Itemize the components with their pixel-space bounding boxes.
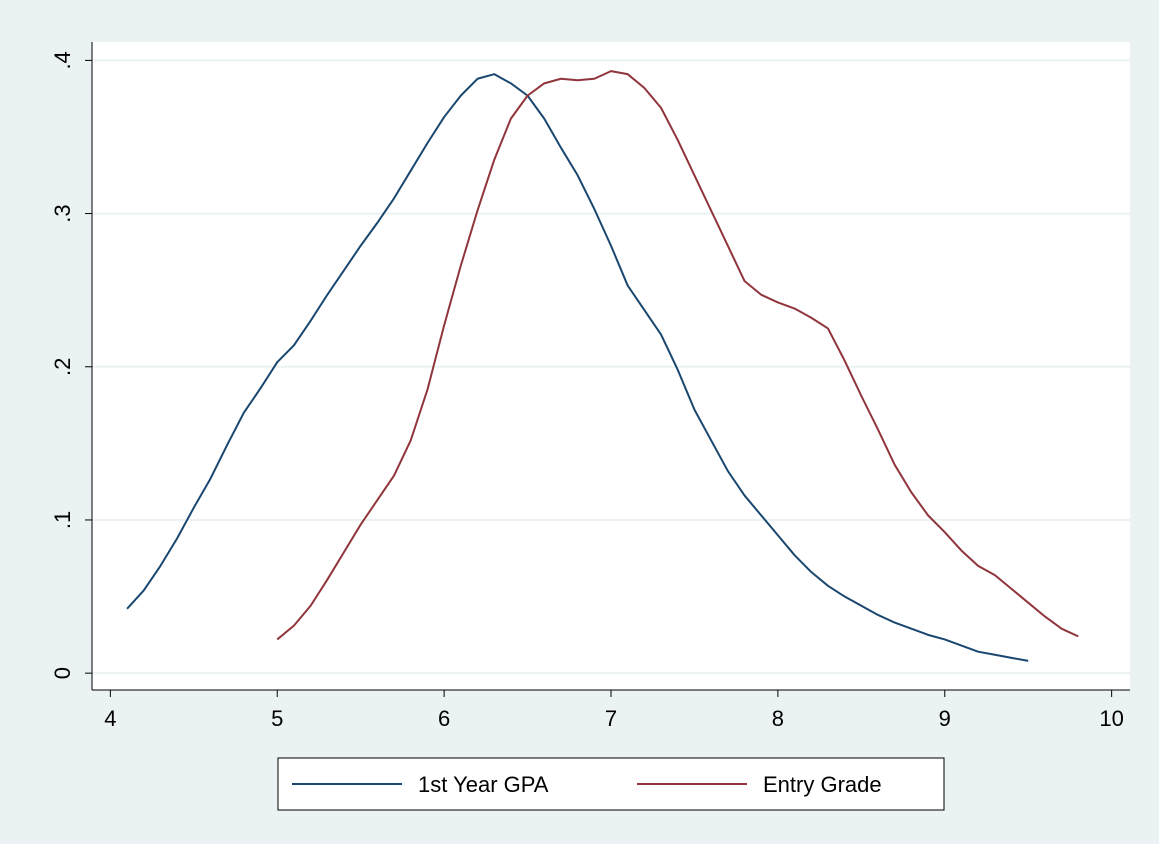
y-tick-label: .4 (50, 51, 75, 69)
y-tick-label: 0 (50, 667, 75, 679)
y-tick-label: .3 (50, 204, 75, 222)
legend-label: Entry Grade (763, 772, 882, 797)
legend-label: 1st Year GPA (418, 772, 549, 797)
x-tick-label: 7 (605, 706, 617, 731)
x-tick-label: 8 (772, 706, 784, 731)
x-tick-label: 10 (1099, 706, 1123, 731)
y-tick-label: .2 (50, 358, 75, 376)
x-tick-label: 4 (104, 706, 116, 731)
x-tick-label: 6 (438, 706, 450, 731)
line-series (276, 70, 1079, 641)
y-tick-label: .1 (50, 511, 75, 529)
line-series (126, 73, 1029, 662)
x-tick-label: 9 (939, 706, 951, 731)
x-tick-label: 5 (271, 706, 283, 731)
